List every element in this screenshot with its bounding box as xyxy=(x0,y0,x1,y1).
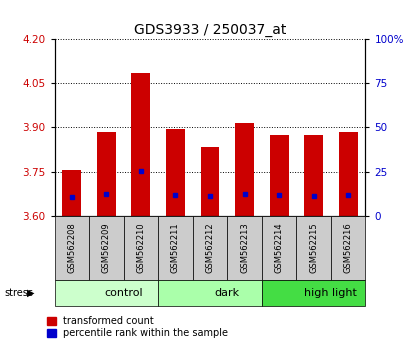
Text: GSM562213: GSM562213 xyxy=(240,222,249,273)
Bar xyxy=(200,147,220,216)
Text: GSM562215: GSM562215 xyxy=(309,222,318,273)
Text: GSM562212: GSM562212 xyxy=(205,222,215,273)
Bar xyxy=(158,216,193,280)
Bar xyxy=(227,216,262,280)
Bar xyxy=(297,216,331,280)
Text: GSM562210: GSM562210 xyxy=(136,222,145,273)
Bar xyxy=(166,129,185,216)
Bar xyxy=(63,170,81,216)
Text: GSM562214: GSM562214 xyxy=(275,222,284,273)
Bar xyxy=(193,216,227,280)
Bar xyxy=(270,135,289,216)
Bar xyxy=(55,280,158,306)
Text: high light: high light xyxy=(304,288,357,298)
Bar xyxy=(158,280,262,306)
Bar xyxy=(131,73,150,216)
Text: stress: stress xyxy=(4,288,33,298)
Bar xyxy=(339,132,357,216)
Text: dark: dark xyxy=(215,288,240,298)
Text: GSM562208: GSM562208 xyxy=(67,222,76,273)
Bar xyxy=(262,280,365,306)
Text: GSM562209: GSM562209 xyxy=(102,222,111,273)
Bar xyxy=(55,216,89,280)
Bar xyxy=(97,132,116,216)
Text: GSM562211: GSM562211 xyxy=(171,222,180,273)
Text: control: control xyxy=(104,288,143,298)
Bar xyxy=(331,216,365,280)
Text: GSM562216: GSM562216 xyxy=(344,222,353,273)
Bar xyxy=(262,216,297,280)
Bar xyxy=(89,216,123,280)
Bar xyxy=(123,216,158,280)
Text: ▶: ▶ xyxy=(27,288,35,298)
Bar xyxy=(304,135,323,216)
Title: GDS3933 / 250037_at: GDS3933 / 250037_at xyxy=(134,23,286,36)
Bar xyxy=(235,123,254,216)
Legend: transformed count, percentile rank within the sample: transformed count, percentile rank withi… xyxy=(47,316,228,338)
